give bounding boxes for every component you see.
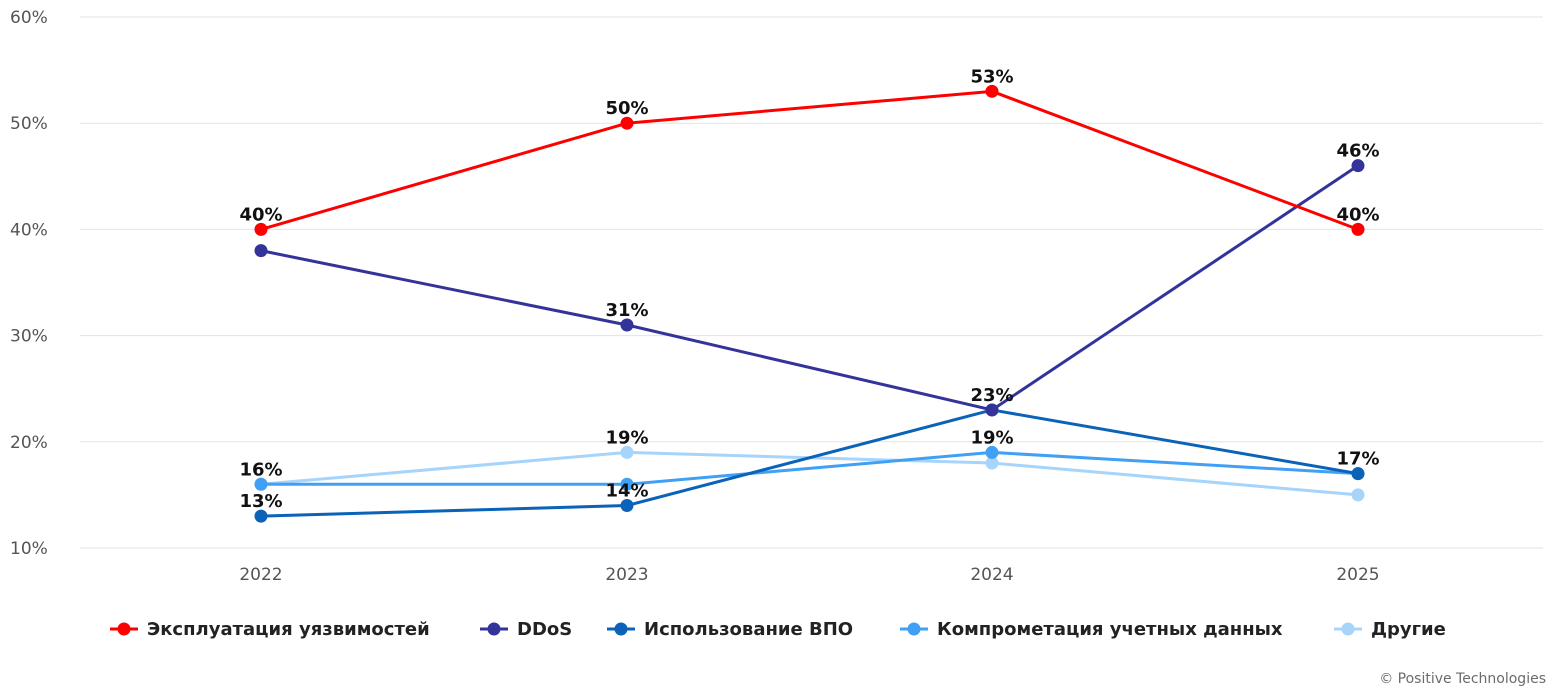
data-point bbox=[985, 445, 999, 459]
copyright-text: © Positive Technologies bbox=[1379, 671, 1546, 687]
legend-label[interactable]: Использование ВПО bbox=[644, 619, 853, 640]
data-point bbox=[254, 477, 268, 491]
legend-marker bbox=[117, 622, 131, 636]
data-point bbox=[1351, 488, 1365, 502]
legend-label[interactable]: Компрометация учетных данных bbox=[937, 619, 1283, 640]
legend-marker bbox=[1341, 622, 1355, 636]
data-point bbox=[620, 116, 634, 130]
data-point bbox=[985, 456, 999, 470]
data-point bbox=[1351, 222, 1365, 236]
legend-marker bbox=[614, 622, 628, 636]
y-tick-label: 40% bbox=[10, 220, 48, 240]
data-label: 13% bbox=[239, 491, 282, 512]
x-tick-label: 2022 bbox=[239, 565, 282, 585]
data-point bbox=[620, 477, 634, 491]
x-axis-ticks: 2022 2023 2024 2025 bbox=[239, 565, 1379, 585]
x-tick-label: 2023 bbox=[605, 565, 648, 585]
data-point bbox=[985, 84, 999, 98]
x-tick-label: 2025 bbox=[1336, 565, 1379, 585]
legend: Эксплуатация уязвимостей DDoS Использовани… bbox=[110, 619, 1446, 640]
series-line bbox=[260, 408, 1359, 518]
data-point bbox=[254, 509, 268, 523]
data-label: 50% bbox=[605, 98, 648, 119]
data-point bbox=[985, 403, 999, 417]
y-tick-label: 60% bbox=[10, 8, 48, 28]
data-point bbox=[1351, 159, 1365, 173]
series-lines bbox=[254, 84, 1365, 523]
series-line bbox=[260, 164, 1359, 412]
data-label: 31% bbox=[605, 300, 648, 321]
data-point bbox=[620, 499, 634, 513]
series-line bbox=[261, 450, 1359, 486]
data-label: 19% bbox=[970, 427, 1013, 448]
y-tick-label: 50% bbox=[10, 114, 48, 134]
y-tick-label: 20% bbox=[10, 433, 48, 453]
data-label: 17% bbox=[1336, 449, 1379, 470]
legend-marker bbox=[907, 622, 921, 636]
data-label: 46% bbox=[1336, 141, 1379, 162]
data-label: 19% bbox=[605, 427, 648, 448]
y-tick-label: 30% bbox=[10, 327, 48, 347]
x-tick-label: 2024 bbox=[970, 565, 1013, 585]
data-label: 40% bbox=[1336, 204, 1379, 225]
data-point bbox=[1351, 467, 1365, 481]
data-point bbox=[620, 318, 634, 332]
grid-lines bbox=[80, 16, 1543, 549]
data-labels: 40% 50% 53% 40% 31% 46% 13% 14% 23% 17% 16% 19% 19% bbox=[239, 66, 1379, 512]
legend-label[interactable]: Другие bbox=[1371, 619, 1446, 640]
legend-label[interactable]: DDoS bbox=[517, 619, 572, 640]
data-label: 23% bbox=[970, 385, 1013, 406]
y-tick-label: 10% bbox=[10, 539, 48, 559]
data-point bbox=[254, 244, 268, 258]
data-point bbox=[254, 222, 268, 236]
data-label: 40% bbox=[239, 204, 282, 225]
data-label: 14% bbox=[605, 481, 648, 502]
legend-marker bbox=[487, 622, 501, 636]
y-axis-ticks: 10% 20% 30% 40% 50% 60% bbox=[10, 8, 48, 559]
legend-label[interactable]: Эксплуатация уязвимостей bbox=[147, 619, 430, 640]
series-line bbox=[260, 89, 1359, 231]
data-point bbox=[620, 445, 634, 459]
data-label: 16% bbox=[239, 459, 282, 480]
data-label: 53% bbox=[970, 66, 1013, 87]
